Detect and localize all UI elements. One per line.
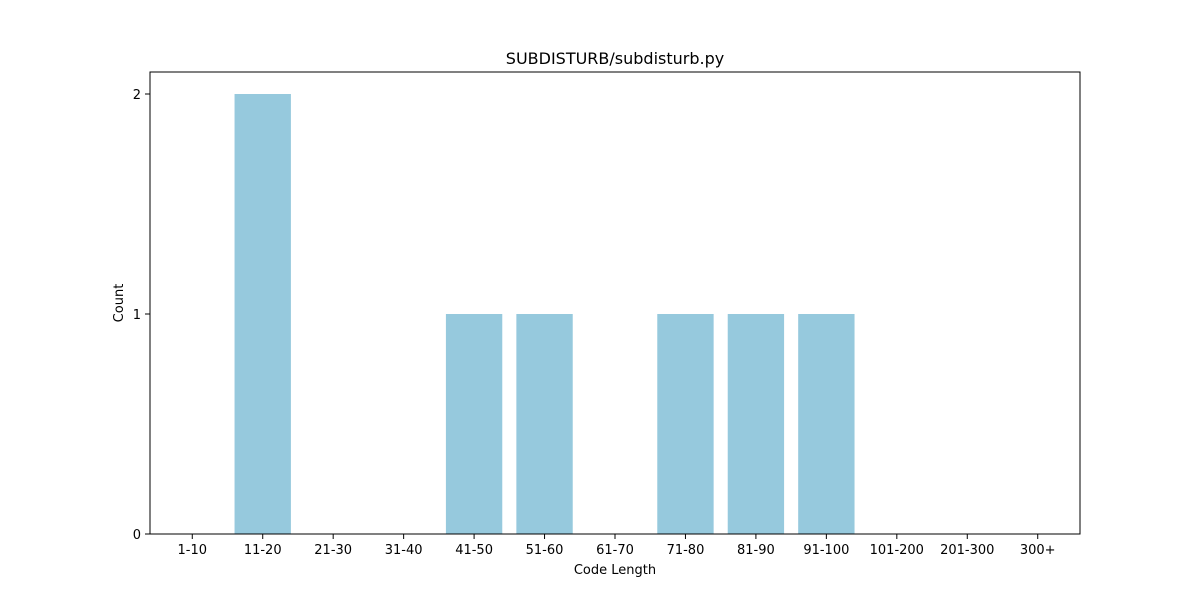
x-tick-label: 31-40	[385, 543, 423, 558]
y-axis-ticks: 0 1 2	[133, 88, 150, 543]
x-tick-label: 300+	[1020, 543, 1056, 558]
bar-41-50	[445, 314, 503, 534]
x-tick-label: 201-300	[940, 543, 994, 558]
y-tick-label: 0	[133, 528, 141, 543]
bars-group	[234, 94, 855, 534]
y-tick-label: 2	[133, 88, 141, 103]
x-axis-ticks: 1-10 11-20 21-30 31-40 41-50 51-60 61-70 71-80 8…	[178, 534, 1056, 558]
x-tick-label: 101-200	[870, 543, 924, 558]
y-axis-label: Count	[112, 284, 127, 323]
bar-71-80	[657, 314, 714, 534]
x-tick-label: 21-30	[314, 543, 352, 558]
x-axis-label: Code Length	[574, 563, 656, 578]
x-tick-label: 71-80	[667, 543, 705, 558]
chart-title: SUBDISTURB/subdisturb.py	[506, 49, 724, 68]
x-tick-label: 61-70	[596, 543, 634, 558]
bar-11-20	[234, 94, 291, 534]
x-tick-label: 1-10	[178, 543, 208, 558]
x-tick-label: 41-50	[455, 543, 493, 558]
x-tick-label: 81-90	[737, 543, 775, 558]
bar-81-90	[727, 314, 785, 534]
x-tick-label: 51-60	[526, 543, 564, 558]
x-tick-label: 11-20	[244, 543, 282, 558]
bar-91-100	[798, 314, 855, 534]
y-tick-label: 1	[133, 308, 141, 323]
bar-51-60	[516, 314, 573, 534]
x-tick-label: 91-100	[803, 543, 849, 558]
